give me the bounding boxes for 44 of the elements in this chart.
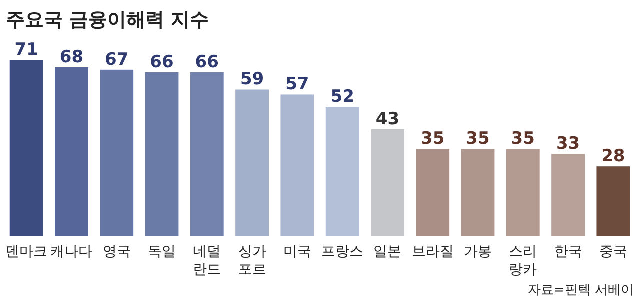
data-label: 67 [105,50,129,70]
data-label: 33 [556,134,580,154]
x-tick-label: 스리 랑카 [509,244,538,278]
data-label: 71 [14,40,38,60]
data-label: 52 [330,87,354,108]
bar [506,149,540,236]
data-label: 59 [240,70,264,90]
data-label: 66 [195,52,219,72]
x-tick-label: 독일 [148,244,176,260]
x-tick-label: 영국 [102,244,131,260]
data-label: 28 [602,146,626,167]
data-label: 35 [421,129,445,150]
bar [55,67,88,236]
x-tick-label: 네덜 란드 [193,244,222,278]
x-tick-label: 가봉 [464,244,492,260]
bar [326,107,360,236]
data-label: 68 [60,47,84,68]
bar [416,149,450,236]
x-tick-label: 프랑스 [322,244,364,260]
x-tick-label: 덴마크 [6,244,48,260]
x-tick-label: 중국 [599,244,628,260]
bar [371,129,404,236]
x-tick-label: 싱가 포르 [238,244,266,278]
bar [236,90,269,236]
data-label: 35 [466,129,490,150]
x-tick-label: 한국 [554,244,582,260]
x-tick-label: 브라질 [412,244,454,260]
bar [461,149,495,236]
data-label: 43 [376,109,400,130]
data-label: 66 [150,52,174,72]
bar [10,60,44,236]
bar [552,154,585,236]
text: 자료=핀텍 서베이 [528,283,634,298]
bar [190,72,224,236]
bar [145,72,179,236]
x-tick-label: 미국 [283,244,312,260]
x-tick-label: 일본 [374,244,402,260]
data-label: 35 [511,129,535,150]
chart-title: 주요국 금융이해력 지수 [6,9,210,31]
data-label: 57 [286,74,310,95]
x-tick-label: 캐나다 [50,244,93,260]
bar [100,70,134,236]
bar [280,94,314,236]
bar [596,166,630,236]
